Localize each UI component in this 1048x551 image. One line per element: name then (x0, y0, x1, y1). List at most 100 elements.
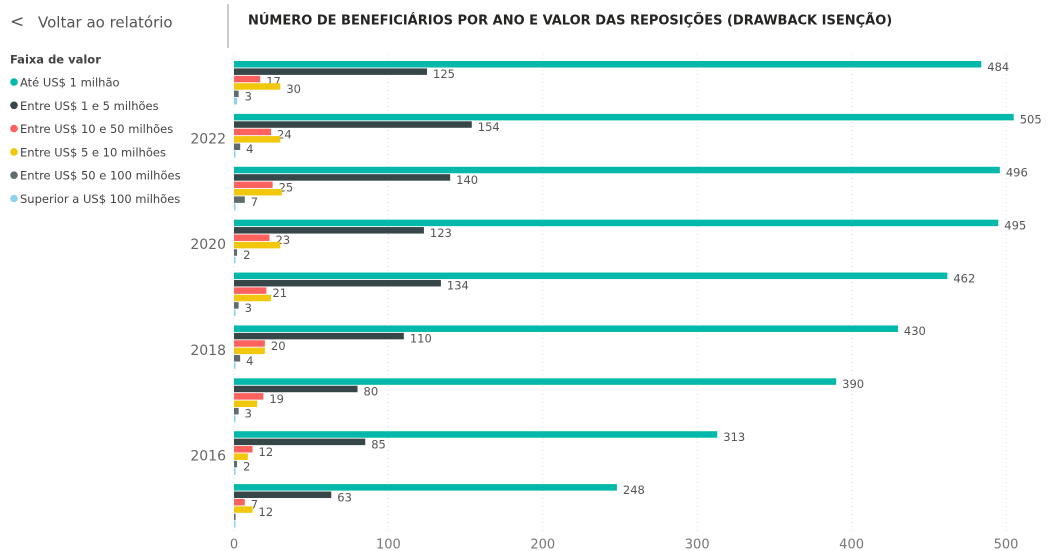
data-label: 505 (1020, 113, 1042, 127)
data-label: 4 (246, 142, 253, 156)
x-tick-label: 100 (376, 538, 401, 551)
y-tick-label: 2022 (190, 131, 226, 147)
bar (234, 484, 617, 491)
bar (234, 249, 238, 256)
bar (234, 121, 472, 128)
bar (234, 302, 239, 309)
bar (234, 174, 451, 181)
bar (234, 431, 718, 438)
data-label: 134 (447, 279, 469, 293)
bar (234, 355, 241, 362)
bar (234, 385, 358, 393)
data-label: 248 (623, 483, 645, 497)
bar (234, 294, 272, 302)
bar (234, 90, 239, 98)
bar (234, 68, 427, 75)
bar (234, 128, 272, 136)
bar (234, 166, 1000, 174)
data-label: 495 (1004, 218, 1026, 232)
bar (234, 219, 999, 227)
bar (234, 227, 424, 234)
data-label: 85 (371, 437, 386, 451)
bar (234, 400, 258, 408)
data-label: 12 (259, 445, 274, 459)
y-tick-label: 2016 (190, 449, 226, 465)
data-label: 2 (243, 460, 250, 474)
bar (234, 340, 265, 347)
bar (234, 196, 245, 203)
legend-label: Entre US$ 5 e 10 milhões (20, 145, 166, 159)
data-label: 30 (286, 82, 301, 96)
bar (234, 234, 270, 241)
bar (234, 498, 245, 506)
data-label: 4 (246, 354, 253, 368)
data-label: 20 (271, 339, 286, 353)
bar (234, 362, 236, 369)
chart-title: NÚMERO DE BENEFICIÁRIOS POR ANO E VALOR … (248, 13, 892, 29)
data-label: 21 (272, 286, 287, 300)
data-label: 110 (410, 332, 432, 346)
bar (234, 136, 281, 143)
bar (234, 61, 982, 68)
data-label: 12 (259, 505, 274, 519)
legend-label: Entre US$ 50 e 100 milhões (20, 169, 181, 183)
data-label: 25 (279, 180, 294, 194)
x-tick-label: 0 (230, 538, 238, 551)
back-link[interactable]: Voltar ao relatório (38, 14, 173, 32)
data-label: 24 (277, 127, 292, 141)
bar (234, 203, 236, 211)
data-label: 484 (987, 60, 1009, 74)
data-label: 3 (245, 301, 252, 315)
bar (234, 446, 253, 453)
data-label: 125 (433, 67, 455, 81)
bar (234, 393, 264, 400)
bar (234, 325, 898, 332)
x-tick-label: 400 (839, 538, 864, 551)
y-tick-label: 2018 (190, 343, 226, 359)
data-label: 154 (478, 120, 500, 134)
legend-swatch (10, 148, 18, 156)
legend-swatch (10, 124, 18, 133)
data-label: 462 (953, 271, 975, 285)
legend-swatch (10, 78, 18, 86)
data-label: 2 (243, 248, 250, 262)
legend-title: Faixa de valor (10, 53, 101, 67)
legend-swatch (10, 101, 18, 110)
bar (234, 150, 236, 158)
bar (234, 506, 253, 513)
back-arrow[interactable]: < (10, 12, 24, 32)
bar (234, 491, 332, 499)
bar (234, 241, 281, 249)
bar (234, 347, 265, 355)
bar (234, 453, 248, 460)
data-label: 7 (251, 498, 258, 512)
legend-label: Entre US$ 1 e 5 milhões (20, 99, 159, 113)
bar (234, 83, 281, 90)
data-label: 3 (245, 407, 252, 421)
bar (234, 272, 948, 280)
x-tick-label: 200 (530, 538, 555, 551)
bar (234, 279, 441, 287)
data-label: 140 (456, 173, 478, 187)
bar (234, 143, 241, 150)
data-label: 313 (723, 430, 745, 444)
data-label: 3 (245, 89, 252, 103)
bar (234, 256, 236, 264)
bar (234, 513, 236, 521)
bar (234, 309, 236, 317)
data-label: 430 (904, 324, 926, 338)
data-label: 496 (1006, 166, 1028, 180)
bar (234, 460, 238, 468)
bar (234, 98, 238, 105)
bar (234, 407, 239, 415)
bar (234, 188, 282, 196)
bar (234, 378, 837, 385)
bar (234, 181, 273, 189)
data-label: 7 (251, 195, 258, 209)
data-label: 63 (337, 490, 352, 504)
y-tick-label: 2020 (190, 237, 226, 253)
bar (234, 287, 267, 294)
bar (234, 521, 236, 528)
legend-swatch (10, 171, 18, 179)
